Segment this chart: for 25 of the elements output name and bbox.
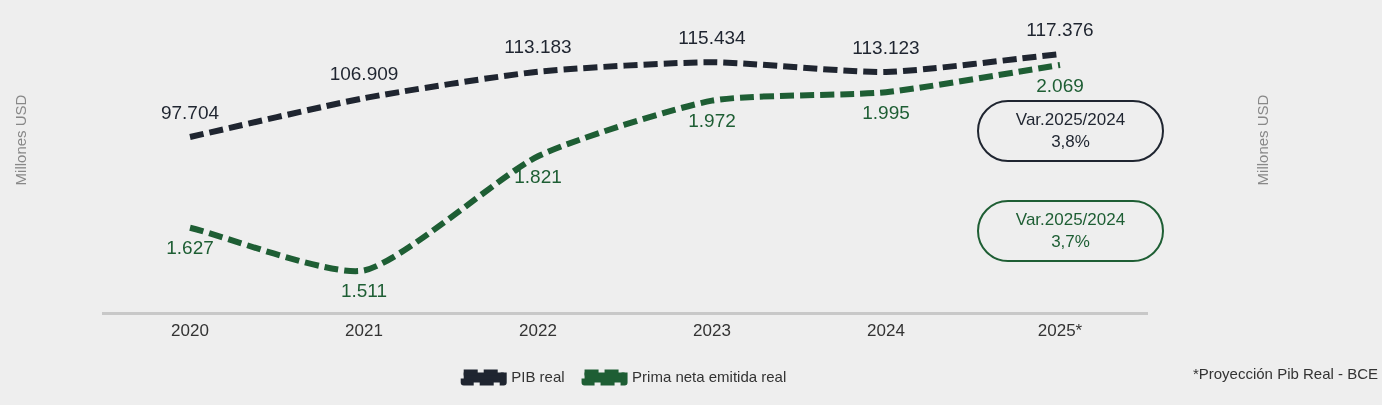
data-label: 113.183 xyxy=(504,36,572,58)
x-tick-label: 2022 xyxy=(519,321,557,341)
data-label: 106.909 xyxy=(329,62,399,84)
x-tick-label: 2021 xyxy=(345,321,383,341)
text: Var.2025/2024 3,7% xyxy=(977,200,1164,262)
legend-label: PIB real xyxy=(511,367,565,385)
data-label: 1.972 xyxy=(688,110,736,132)
data-label: 1.627 xyxy=(166,237,214,259)
x-tick-label: 2024 xyxy=(867,321,905,341)
x-tick-label: 2020 xyxy=(171,321,209,341)
data-label: 1.821 xyxy=(514,166,562,188)
text: Millones USD xyxy=(11,94,29,186)
data-label: 1.995 xyxy=(862,101,910,123)
text: *Proyección Pib Real - BCE xyxy=(1192,365,1378,382)
data-label: 113.123 xyxy=(852,36,920,58)
text: Millones USD xyxy=(1253,94,1271,186)
legend-label: Prima neta emitida real xyxy=(632,367,787,385)
data-label: 117.376 xyxy=(1026,18,1094,40)
data-label: 2.069 xyxy=(1036,74,1084,96)
data-label: 1.511 xyxy=(340,280,388,302)
data-label: 115.434 xyxy=(678,26,747,48)
data-label: 97.704 xyxy=(160,101,220,123)
annotation: Var.2025/2024 3,8% xyxy=(977,100,1164,162)
x-tick-label: 2025* xyxy=(1037,321,1083,341)
x-tick-label: 2023 xyxy=(693,321,731,341)
